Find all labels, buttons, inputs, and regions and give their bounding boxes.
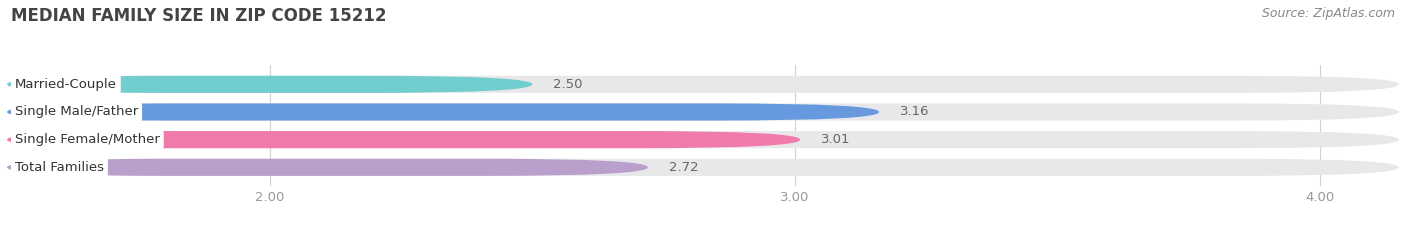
Text: 2.50: 2.50 (554, 78, 583, 91)
Text: Total Families: Total Families (15, 161, 104, 174)
Text: 3.16: 3.16 (900, 106, 929, 119)
FancyBboxPatch shape (7, 159, 1399, 176)
Text: Single Female/Mother: Single Female/Mother (15, 133, 160, 146)
FancyBboxPatch shape (7, 131, 1399, 148)
FancyBboxPatch shape (7, 76, 1399, 93)
FancyBboxPatch shape (7, 103, 879, 120)
Text: MEDIAN FAMILY SIZE IN ZIP CODE 15212: MEDIAN FAMILY SIZE IN ZIP CODE 15212 (11, 7, 387, 25)
FancyBboxPatch shape (7, 159, 648, 176)
Text: Single Male/Father: Single Male/Father (15, 106, 138, 119)
FancyBboxPatch shape (7, 76, 533, 93)
Text: 2.72: 2.72 (669, 161, 699, 174)
FancyBboxPatch shape (7, 103, 1399, 120)
Text: Married-Couple: Married-Couple (15, 78, 117, 91)
FancyBboxPatch shape (7, 131, 800, 148)
Text: Source: ZipAtlas.com: Source: ZipAtlas.com (1261, 7, 1395, 20)
Text: 3.01: 3.01 (821, 133, 851, 146)
